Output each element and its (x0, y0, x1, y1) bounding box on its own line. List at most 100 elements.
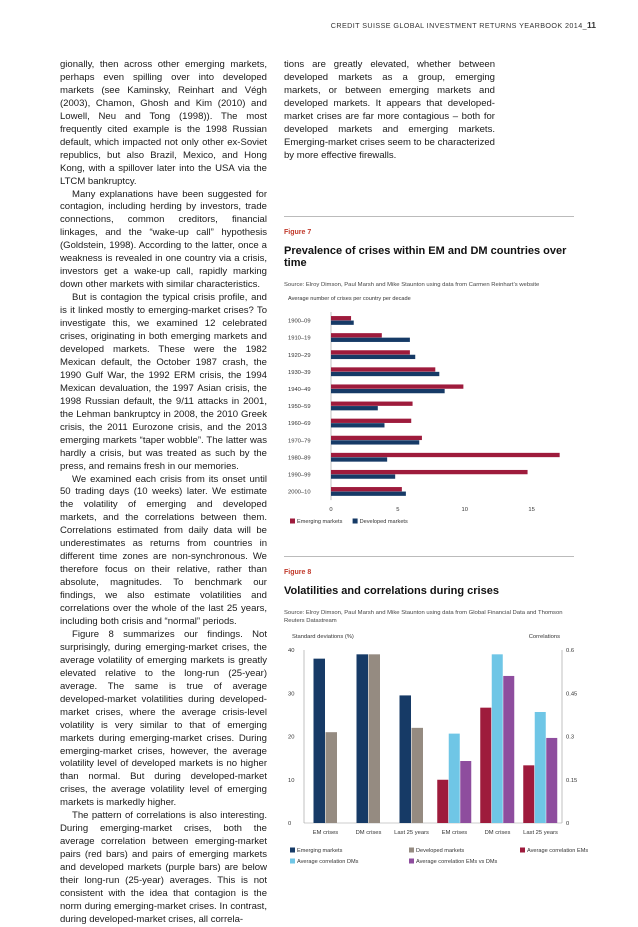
category-tick-label: EM crises (313, 830, 339, 836)
category-tick-label: 1910–19 (288, 336, 311, 342)
bar (331, 491, 406, 496)
right-tick-label: 0.3 (566, 735, 574, 741)
running-title: CREDIT SUISSE GLOBAL INVESTMENT RETURNS … (330, 21, 587, 30)
bar (356, 654, 368, 823)
left-axis-label: Standard deviations (%) (292, 634, 354, 640)
figure8-tag: Figure 8 (284, 569, 312, 576)
figure7-chart: Average number of crises per country per… (288, 296, 560, 525)
bar (546, 737, 558, 823)
bar (331, 316, 352, 321)
bar (480, 707, 492, 823)
figure8-source: Source: Elroy Dimson, Paul Marsh and Mik… (284, 610, 563, 624)
running-header: CREDIT SUISSE GLOBAL INVESTMENT RETURNS … (331, 20, 596, 30)
bar (331, 474, 396, 479)
bar (368, 654, 380, 823)
category-tick-label: EM crises (442, 830, 468, 836)
figure7-tag: Figure 7 (284, 229, 312, 236)
figure7-source: Source: Elroy Dimson, Paul Marsh and Mik… (284, 282, 540, 288)
bar (503, 675, 515, 823)
bar (331, 333, 382, 338)
figure8-top-rule (284, 556, 574, 557)
bar (331, 371, 440, 377)
category-tick-label: 1970–79 (288, 438, 311, 444)
bar (523, 765, 535, 823)
bar (331, 384, 464, 389)
category-tick-label: 1940–49 (288, 387, 311, 393)
bar (460, 761, 472, 823)
bar (331, 367, 436, 372)
paragraph: But is contagion the typical crisis prof… (60, 292, 267, 472)
bar (331, 418, 412, 423)
legend-swatch (290, 847, 295, 853)
bar (331, 457, 388, 462)
category-tick-label: 1980–89 (288, 455, 311, 461)
bar (331, 406, 378, 411)
right-tick-label: 0.6 (566, 648, 574, 654)
bar (534, 711, 546, 823)
bar (331, 337, 410, 342)
x-tick-label: 10 (461, 507, 467, 513)
category-tick-label: 1960–69 (288, 421, 311, 427)
bar (437, 779, 449, 823)
paragraph: We examined each crisis from its onset u… (60, 473, 267, 627)
category-tick-label: DM crises (485, 830, 511, 836)
category-tick-label: Last 25 years (523, 830, 558, 836)
paragraph: Many explanations have been suggested fo… (60, 188, 267, 291)
legend-swatch (290, 518, 295, 524)
page-number: 11 (587, 20, 596, 30)
paragraph: Figure 8 summarizes our findings. Not su… (60, 628, 267, 809)
legend-swatch (409, 847, 414, 853)
bar (331, 320, 354, 325)
paragraph: gionally, then across other emerging mar… (60, 59, 267, 187)
bar (325, 732, 337, 823)
category-tick-label: 1930–39 (288, 370, 311, 376)
legend-label: Emerging markets (297, 848, 343, 854)
y-axis-label: Average number of crises per country per… (288, 296, 411, 302)
legend-swatch (352, 518, 358, 524)
figure8-title: Volatilities and correlations during cri… (284, 585, 499, 597)
right-tick-label: 0.15 (566, 778, 577, 784)
left-tick-label: 20 (288, 735, 294, 741)
category-tick-label: DM crises (356, 830, 382, 836)
bar (491, 654, 503, 823)
bar (331, 350, 410, 355)
legend-label: Average correlation EMs vs DMs (416, 859, 498, 865)
category-tick-label: 2000–10 (288, 490, 311, 496)
figure7-top-rule (284, 216, 574, 217)
bar (331, 354, 416, 360)
paragraph: tions are greatly elevated, whether betw… (284, 59, 495, 161)
figure7: Figure 7 Prevalence of crises within EM … (284, 229, 574, 289)
legend-label: Average correlation EMs (527, 848, 588, 854)
bar (331, 401, 413, 406)
bar (448, 733, 460, 823)
bar (331, 423, 385, 428)
bar (331, 388, 445, 394)
bar (331, 487, 402, 492)
left-text-column: gionally, then across other emerging mar… (60, 59, 267, 927)
legend-label: Emerging markets (297, 519, 343, 525)
left-tick-label: 10 (288, 778, 294, 784)
legend-swatch (290, 858, 295, 864)
left-tick-label: 30 (288, 691, 294, 697)
right-tick-label: 0 (566, 821, 569, 827)
bar (399, 695, 411, 823)
bar (331, 452, 560, 458)
left-tick-label: 40 (288, 648, 294, 654)
bar (411, 727, 423, 823)
x-tick-label: 5 (396, 507, 399, 513)
figure7-title: Prevalence of crises within EM and DM co… (284, 245, 567, 269)
legend-label: Developed markets (360, 519, 408, 525)
left-tick-label: 0 (288, 821, 291, 827)
paragraph: The pattern of correlations is also inte… (60, 810, 267, 925)
category-tick-label: 1900–09 (288, 319, 311, 325)
legend-label: Developed markets (416, 848, 464, 854)
right-axis-label: Correlations (529, 634, 560, 640)
category-tick-label: 1990–99 (288, 472, 311, 478)
figure8-chart: Standard deviations (%) Correlations 0 10 20… (288, 634, 588, 865)
right-text-column: tions are greatly elevated, whether betw… (284, 59, 495, 163)
x-tick-label: 15 (528, 507, 534, 513)
bar (313, 658, 325, 823)
category-tick-label: 1920–29 (288, 353, 311, 359)
legend-label: Average correlation DMs (297, 859, 359, 865)
bar (331, 440, 420, 445)
